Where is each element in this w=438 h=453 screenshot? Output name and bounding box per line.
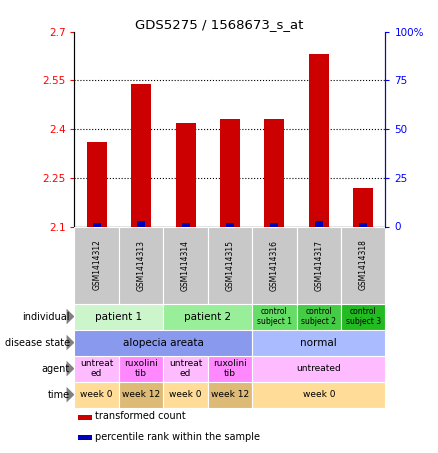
Text: week 0: week 0: [303, 390, 335, 399]
Text: agent: agent: [42, 364, 70, 374]
Bar: [252, 304, 297, 330]
Polygon shape: [67, 387, 74, 402]
Bar: [119, 356, 163, 381]
Text: individual: individual: [23, 312, 70, 322]
Text: week 12: week 12: [122, 390, 160, 399]
Bar: [74, 330, 252, 356]
Text: week 0: week 0: [81, 390, 113, 399]
Text: untreat
ed: untreat ed: [169, 359, 202, 378]
Bar: [353, 188, 373, 226]
Bar: [208, 356, 252, 381]
Text: normal: normal: [300, 337, 337, 347]
Bar: [309, 54, 329, 226]
Text: time: time: [48, 390, 70, 400]
Text: alopecia areata: alopecia areata: [123, 337, 204, 347]
Bar: [74, 356, 119, 381]
Text: GDS5275 / 1568673_s_at: GDS5275 / 1568673_s_at: [135, 18, 303, 31]
Bar: [87, 142, 107, 226]
Bar: [176, 123, 195, 226]
Polygon shape: [67, 335, 74, 351]
Bar: [78, 414, 92, 419]
Bar: [119, 226, 163, 304]
Bar: [341, 226, 385, 304]
Bar: [181, 222, 190, 226]
Polygon shape: [67, 309, 74, 324]
Text: percentile rank within the sample: percentile rank within the sample: [95, 432, 260, 442]
Bar: [270, 222, 279, 226]
Bar: [252, 226, 297, 304]
Bar: [119, 381, 163, 408]
Bar: [163, 356, 208, 381]
Text: transformed count: transformed count: [95, 411, 186, 421]
Bar: [208, 226, 252, 304]
Bar: [163, 226, 208, 304]
Text: week 0: week 0: [169, 390, 202, 399]
Text: untreat
ed: untreat ed: [80, 359, 113, 378]
Text: untreated: untreated: [297, 364, 341, 373]
Bar: [341, 304, 385, 330]
Text: week 12: week 12: [211, 390, 249, 399]
Text: GSM1414314: GSM1414314: [181, 240, 190, 290]
Text: GSM1414312: GSM1414312: [92, 240, 101, 290]
Bar: [315, 221, 323, 226]
Bar: [74, 381, 119, 408]
Text: GSM1414315: GSM1414315: [226, 240, 234, 290]
Bar: [359, 222, 367, 226]
Bar: [163, 381, 208, 408]
Bar: [131, 84, 151, 226]
Text: control
subject 2: control subject 2: [301, 307, 336, 326]
Bar: [252, 381, 385, 408]
Text: control
subject 3: control subject 3: [346, 307, 381, 326]
Bar: [78, 435, 92, 440]
Bar: [74, 304, 163, 330]
Bar: [137, 221, 145, 226]
Text: control
subject 1: control subject 1: [257, 307, 292, 326]
Text: disease state: disease state: [5, 337, 70, 347]
Text: ruxolini
tib: ruxolini tib: [124, 359, 158, 378]
Text: GSM1414316: GSM1414316: [270, 240, 279, 290]
Bar: [252, 330, 385, 356]
Text: patient 2: patient 2: [184, 312, 231, 322]
Text: ruxolini
tib: ruxolini tib: [213, 359, 247, 378]
Bar: [265, 120, 284, 226]
Bar: [163, 304, 252, 330]
Text: GSM1414318: GSM1414318: [359, 240, 368, 290]
Bar: [297, 226, 341, 304]
Text: GSM1414317: GSM1414317: [314, 240, 323, 290]
Bar: [93, 222, 101, 226]
Bar: [208, 381, 252, 408]
Bar: [226, 222, 234, 226]
Text: GSM1414313: GSM1414313: [137, 240, 145, 290]
Bar: [220, 120, 240, 226]
Bar: [297, 304, 341, 330]
Bar: [74, 226, 119, 304]
Text: patient 1: patient 1: [95, 312, 142, 322]
Bar: [252, 356, 385, 381]
Polygon shape: [67, 361, 74, 376]
